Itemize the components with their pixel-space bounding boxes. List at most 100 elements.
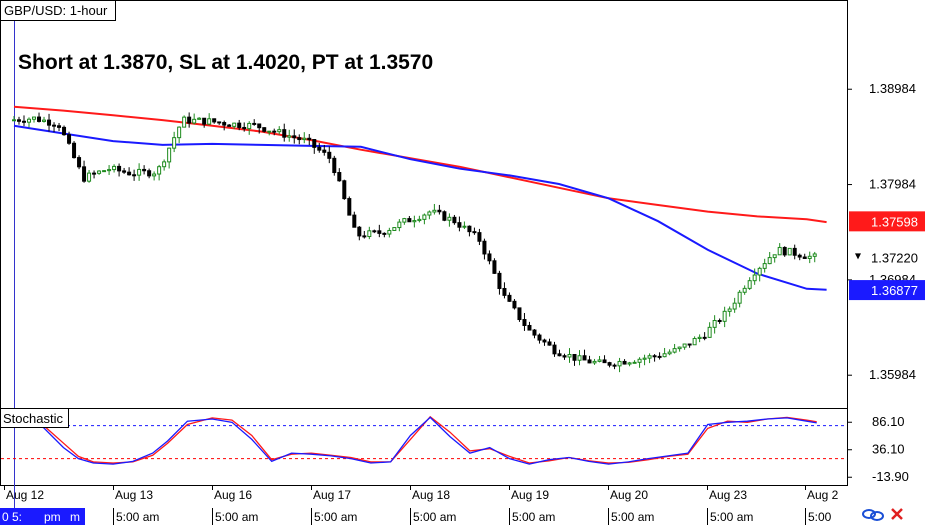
candle-body [542,339,547,343]
candle-body [307,137,312,141]
date-label: Aug 20 [610,488,648,502]
date-label: Aug 13 [115,488,153,502]
candle-body [397,221,402,229]
candle-body [737,291,742,304]
candle-body [752,274,757,282]
candle-body [497,272,502,289]
candle-body [142,168,147,172]
candle-body [122,170,127,173]
candle-body [182,116,187,128]
candle-body [687,343,692,346]
candle-body [82,166,87,182]
candle-body [267,130,272,133]
candle-body [197,117,202,120]
ma-red-line [13,105,827,224]
last-price-marker-icon [855,253,861,260]
date-label: Aug 12 [6,488,44,502]
stochastic-tick-label: -13.90 [872,469,909,484]
candle-body [517,307,522,321]
candle-body [442,211,447,221]
time-label: 5:00 am [413,510,456,524]
candle-body [217,121,222,124]
candle-body [367,230,372,238]
candle-body [147,170,152,177]
ma-blue-label: 1.36877 [871,283,918,298]
candle-body [702,336,707,339]
last-price-label: 1.37220 [871,250,918,265]
candle-body [812,253,817,257]
candle-body [67,134,72,144]
candle-body [782,246,787,256]
time-label: 5:00 [808,510,832,524]
candle-body [682,343,687,348]
candle-body [52,124,57,127]
candle-body [97,170,102,174]
link-icon-ring [862,509,876,519]
candle-body [342,180,347,200]
candle-body [587,359,592,364]
candle-body [607,362,612,366]
candle-body [572,353,577,361]
stochastic-tick-label: 86.10 [872,414,905,429]
candle-body [807,255,812,259]
candle-body [512,300,517,309]
candle-body [427,211,432,216]
candle-body [77,157,82,168]
candle-body [592,360,597,364]
candle-body [747,280,752,289]
candle-body [157,166,162,175]
symbol-title: GBP/USD: 1-hour [4,3,108,18]
date-label: Aug 16 [214,488,252,502]
candle-body [537,334,542,341]
candle-body [602,359,607,364]
last-price-label-box [849,247,925,268]
candle-body [272,130,277,133]
candle-body [17,119,22,122]
candle-body [727,308,732,312]
price-tick-label: 1.37984 [869,177,916,192]
candle-body [337,172,342,182]
candle-body [312,139,317,148]
candle-body [127,171,132,176]
candle-body [192,118,197,124]
candle-body [212,118,217,123]
close-icon-stroke [891,508,903,520]
candle-body [527,324,532,331]
candle-body [297,137,302,141]
candle-body [577,355,582,361]
candle-body [387,229,392,235]
price-tick-label: 1.35984 [869,367,916,382]
candle-body [597,359,602,362]
candle-body [502,287,507,296]
candle-body [207,118,212,125]
candle-body [642,357,647,360]
candle-body [72,142,77,159]
date-label: Aug 2 [807,488,839,502]
candle-body [47,119,52,126]
candle-body [362,235,367,238]
candle-body [322,149,327,153]
candle-body [492,260,497,274]
candle-body [327,151,332,159]
candle-body [152,173,157,177]
time-label: 5:00 am [116,510,159,524]
ma-red-label: 1.37598 [871,214,918,229]
candle-body [287,135,292,138]
candle-body [622,360,627,365]
candle-body [792,247,797,256]
date-label: Aug 23 [709,488,747,502]
candle-body [707,326,712,338]
stochastic-title: Stochastic [3,411,63,426]
candle-body [237,122,242,128]
candle-body [352,214,357,228]
candle-body [137,168,142,176]
candle-body [557,353,562,357]
candle-body [262,127,267,132]
candle-body [332,157,337,174]
candle-body [172,137,177,149]
candle-body [697,336,702,339]
date-label: Aug 19 [511,488,549,502]
candle-body [672,348,677,353]
candle-body [692,337,697,346]
candle-body [662,353,667,358]
